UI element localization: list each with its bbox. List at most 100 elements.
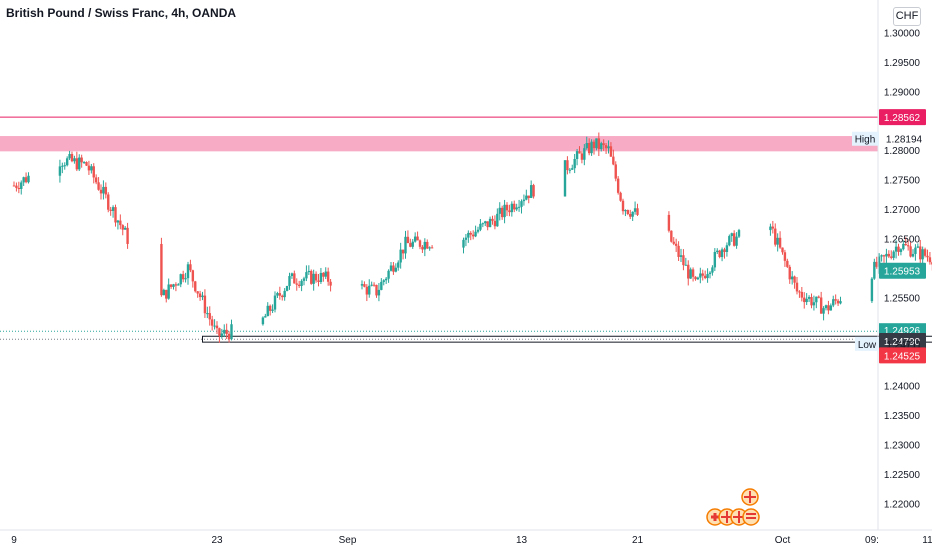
candle-body <box>109 209 112 211</box>
candle-body <box>126 227 129 244</box>
candle-body <box>723 249 726 252</box>
candle-body <box>210 319 214 326</box>
candle-body <box>181 274 185 280</box>
candle-body <box>297 284 301 286</box>
candle-body <box>307 270 311 273</box>
candle-layer <box>12 132 932 343</box>
candle-body <box>94 177 98 183</box>
candle-body <box>607 146 610 149</box>
candle-body <box>102 186 105 194</box>
candle-body <box>174 284 178 286</box>
candle-body <box>505 204 509 211</box>
candle-body <box>179 274 182 285</box>
candle-body <box>401 249 405 254</box>
price-tick-label: 1.25500 <box>884 293 921 304</box>
candle-body <box>706 274 709 279</box>
candle-body <box>322 272 325 277</box>
candle-body <box>667 214 671 231</box>
candle-body <box>360 284 364 286</box>
candle-body <box>906 245 910 247</box>
candle-body <box>832 299 835 306</box>
candle-body <box>725 245 729 252</box>
candle-body <box>728 236 731 246</box>
candle-body <box>928 257 932 263</box>
candle-body <box>271 309 274 311</box>
candle-body <box>619 192 622 201</box>
stop-price-label: 1.24525 <box>884 351 921 362</box>
candle-body <box>285 285 289 291</box>
candle-body <box>822 308 825 314</box>
news-flags[interactable] <box>706 488 760 526</box>
candle-body <box>911 253 915 257</box>
candle-body <box>107 194 110 210</box>
candle-body <box>887 253 891 257</box>
candle-body <box>633 208 637 212</box>
price-tick-label: 1.22000 <box>884 500 921 511</box>
candle-body <box>909 246 912 257</box>
price-tick-label: 1.27000 <box>884 205 921 216</box>
candle-body <box>781 247 784 253</box>
candle-body <box>904 243 907 246</box>
candle-body <box>682 255 685 266</box>
candle-body <box>834 299 837 301</box>
candle-body <box>517 206 521 208</box>
candle-body <box>890 256 893 258</box>
candle-body <box>713 251 717 268</box>
candle-body <box>786 260 789 267</box>
candle-body <box>595 138 598 149</box>
candle-body <box>268 305 272 311</box>
candle-body <box>575 151 579 160</box>
candle-body <box>223 329 226 334</box>
candle-body <box>803 297 806 303</box>
candle-body <box>24 177 28 183</box>
candle-body <box>677 245 680 257</box>
candle-body <box>508 210 511 213</box>
symbol-title[interactable]: British Pound / Swiss Franc, 4h, OANDA <box>6 6 237 20</box>
candle-body <box>370 284 373 286</box>
candle-body <box>812 302 816 306</box>
candle-body <box>612 156 615 165</box>
candle-body <box>701 273 704 276</box>
candle-body <box>186 264 190 279</box>
candle-body <box>368 285 371 295</box>
candle-body <box>571 168 574 170</box>
candle-body <box>70 154 74 162</box>
candle-body <box>926 255 929 258</box>
time-axis[interactable]: 923Sep1321Oct1119Nov1509: <box>11 535 932 546</box>
low-value: 1.24711 <box>886 340 922 351</box>
candle-body <box>365 286 369 295</box>
candle-body <box>413 236 417 242</box>
candle-body <box>423 241 427 250</box>
candle-body <box>532 185 535 197</box>
high-value: 1.28194 <box>886 135 923 146</box>
candle-body <box>484 221 487 224</box>
candle-body <box>479 223 482 230</box>
candle-body <box>177 284 180 286</box>
candle-body <box>474 231 477 237</box>
hline-price-label: 1.28562 <box>884 113 921 124</box>
low-label: Low <box>858 340 877 351</box>
price-tick-label: 1.26500 <box>884 235 921 246</box>
drawing-layer <box>0 116 932 343</box>
candle-body <box>810 296 813 306</box>
candle-body <box>97 182 100 190</box>
candle-body <box>430 247 434 249</box>
candle-body <box>169 284 173 287</box>
candle-body <box>788 266 791 280</box>
candle-body <box>914 247 917 254</box>
candle-body <box>711 267 714 273</box>
last-price-label-bg <box>879 332 926 349</box>
candle-body <box>694 276 697 280</box>
candle-body <box>885 253 888 257</box>
candle-body <box>114 207 117 223</box>
currency-button[interactable]: CHF <box>893 7 921 26</box>
candle-body <box>597 138 601 150</box>
candle-body <box>691 269 695 277</box>
candle-body <box>800 291 804 298</box>
candle-body <box>404 236 407 254</box>
candle-body <box>380 281 383 290</box>
candle-body <box>295 283 298 285</box>
candle-body <box>515 207 518 210</box>
candle-body <box>529 185 533 198</box>
